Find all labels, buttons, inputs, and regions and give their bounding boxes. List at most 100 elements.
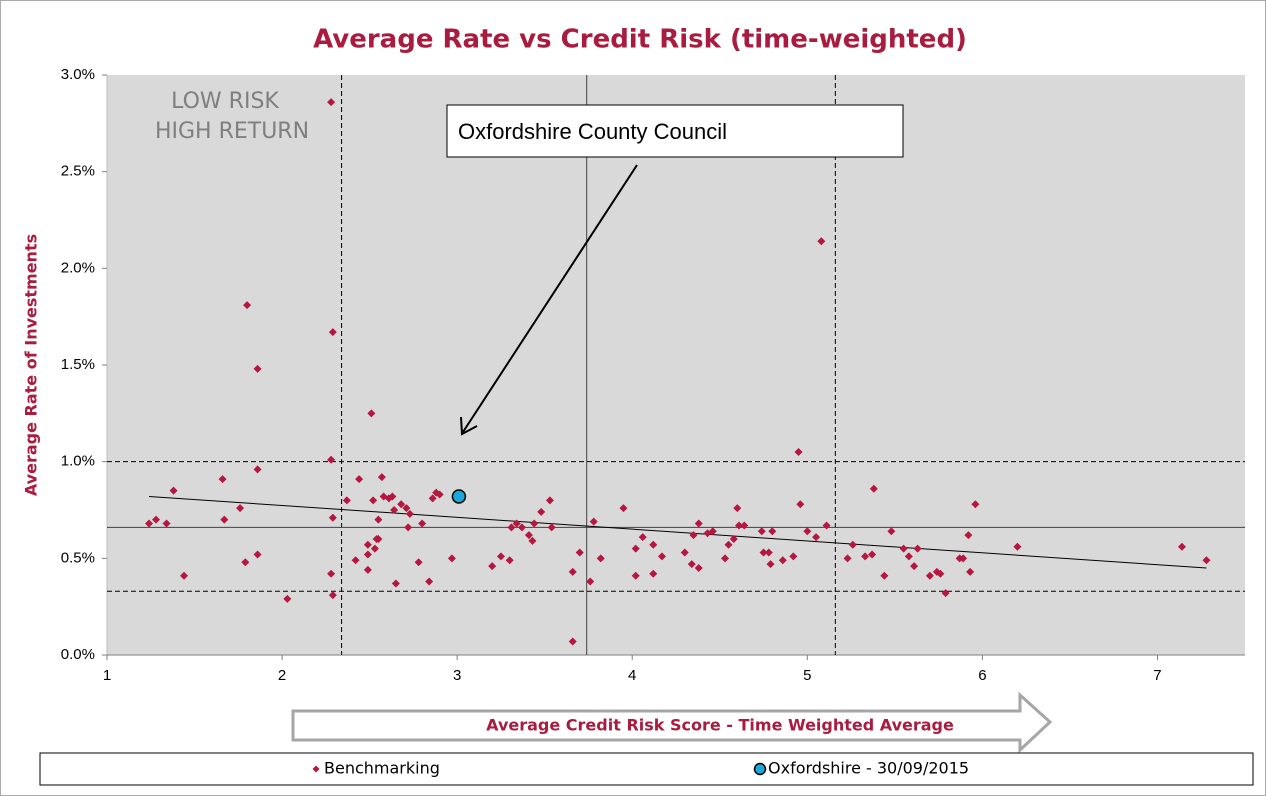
point <box>729 535 738 543</box>
point <box>887 527 896 536</box>
quadrant-label: LOW RISK <box>171 89 279 114</box>
point <box>253 465 262 474</box>
point <box>414 558 423 567</box>
point <box>243 301 252 310</box>
point <box>735 521 744 530</box>
y-tick-label: 0.5% <box>61 549 95 566</box>
point <box>766 560 775 569</box>
point <box>796 500 805 509</box>
point <box>488 562 497 571</box>
point <box>145 519 154 528</box>
point <box>328 591 337 600</box>
legend-items: Benchmarking Oxfordshire - 30/09/2015 <box>312 759 969 778</box>
quadrant-label: HIGH RETURN <box>155 119 309 144</box>
point <box>803 527 812 536</box>
plot-area <box>107 75 1245 655</box>
point <box>721 554 730 563</box>
point <box>447 554 456 563</box>
point <box>530 519 539 528</box>
point <box>180 571 189 580</box>
point <box>904 552 913 561</box>
y-tick-label: 1.5% <box>61 356 95 373</box>
point <box>596 554 605 563</box>
point <box>619 504 628 513</box>
x-tick-label: 1 <box>103 667 111 684</box>
point <box>369 496 378 505</box>
point <box>425 577 434 586</box>
point <box>868 550 877 559</box>
point <box>966 567 975 576</box>
point <box>817 237 826 246</box>
point <box>680 548 689 557</box>
point <box>404 523 413 532</box>
point <box>505 556 514 565</box>
legend-marker <box>312 765 320 773</box>
point <box>1202 556 1211 565</box>
point <box>708 527 717 536</box>
point <box>843 554 852 563</box>
point <box>778 556 787 565</box>
point <box>1177 542 1186 551</box>
point <box>355 475 364 484</box>
legend-marker <box>753 762 767 776</box>
point <box>388 492 397 501</box>
point <box>589 517 598 526</box>
data-layer: 0.0% 0.5% 1.0% 1.5% 2.0% 2.5% 3.0% 1 2 3 4 5 6 7 <box>61 66 1245 684</box>
point <box>759 548 768 557</box>
x-tick-label: 4 <box>628 667 636 684</box>
point <box>517 523 526 532</box>
point <box>241 558 250 567</box>
x-tick-label: 5 <box>803 667 811 684</box>
trendline <box>148 495 1207 569</box>
point <box>913 544 922 553</box>
point <box>631 544 640 553</box>
point <box>512 519 521 528</box>
point <box>899 544 908 553</box>
point <box>936 569 945 578</box>
legend-label: Oxfordshire - 30/09/2015 <box>768 759 969 778</box>
point <box>327 455 336 464</box>
point <box>402 504 411 513</box>
point <box>649 569 658 578</box>
y-tick-label: 0.0% <box>61 646 95 663</box>
y-tick-label: 2.0% <box>61 259 95 276</box>
callout-arrow <box>462 164 638 433</box>
point <box>768 527 777 536</box>
point <box>910 562 919 571</box>
point <box>694 519 703 528</box>
point <box>794 448 803 456</box>
x-tick-label: 3 <box>453 667 461 684</box>
point <box>253 364 262 373</box>
point <box>391 579 400 588</box>
y-tick-label: 3.0% <box>61 66 95 83</box>
point <box>869 484 878 493</box>
point <box>397 500 406 509</box>
point <box>253 550 262 559</box>
point <box>162 519 171 528</box>
point <box>964 531 973 540</box>
point <box>687 560 696 569</box>
point <box>374 515 383 524</box>
point <box>363 550 372 559</box>
x-axis-arrow <box>291 691 1053 754</box>
point <box>757 527 766 536</box>
point <box>649 540 658 549</box>
point <box>390 506 399 514</box>
y-axis-label: Average Rate of Investments <box>22 234 41 496</box>
x-axis-label: Average Credit Risk Score - Time Weighte… <box>486 716 954 735</box>
x-tick-label: 7 <box>1153 667 1161 684</box>
callout-box <box>446 104 904 158</box>
point <box>971 500 980 509</box>
point <box>524 531 533 540</box>
point <box>363 565 372 574</box>
point <box>764 548 773 557</box>
point <box>724 540 733 549</box>
point <box>283 594 292 603</box>
point <box>547 523 556 532</box>
point <box>638 533 647 542</box>
point <box>328 513 337 522</box>
point <box>370 544 379 553</box>
legend <box>39 752 1254 786</box>
point <box>861 552 870 561</box>
point <box>575 548 584 557</box>
